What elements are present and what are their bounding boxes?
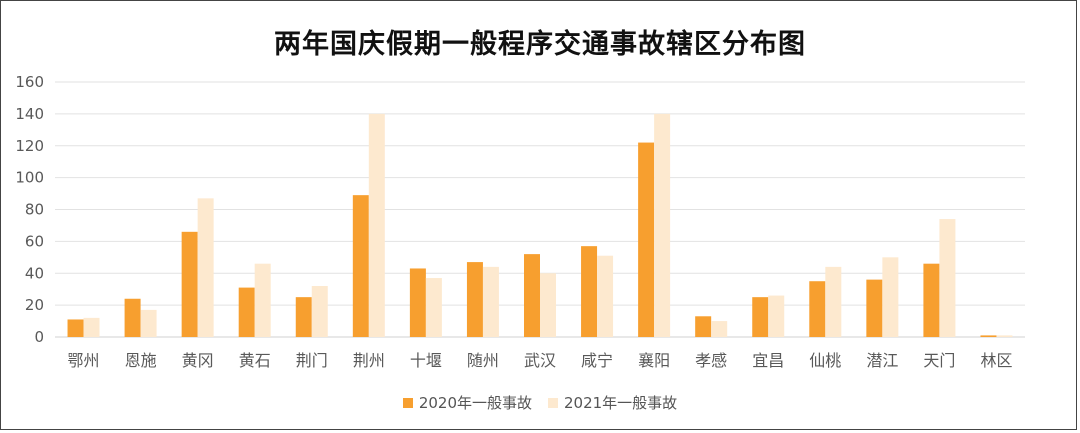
bar-2020-7	[466, 262, 483, 337]
bar-2020-10	[638, 142, 655, 337]
bar-2020-0	[67, 319, 84, 337]
x-tick-label: 宜昌	[752, 351, 784, 370]
bar-2021-6	[425, 278, 442, 337]
bar-2020-5	[352, 195, 369, 337]
bar-2020-1	[124, 298, 141, 337]
y-tick-label: 100	[15, 169, 44, 187]
x-tick-label: 鄂州	[68, 351, 100, 370]
bar-2021-7	[482, 266, 499, 337]
bar-2021-5	[368, 113, 385, 337]
y-tick-label: 80	[25, 201, 44, 219]
bar-2020-12	[752, 297, 769, 337]
bar-2020-9	[581, 246, 598, 337]
x-tick-label: 襄阳	[638, 351, 670, 370]
x-tick-label: 咸宁	[581, 351, 613, 370]
bar-2021-11	[711, 321, 728, 337]
bar-2020-6	[409, 268, 426, 337]
bar-2020-4	[295, 297, 312, 337]
bar-2021-3	[254, 263, 271, 337]
y-tick-label: 120	[15, 137, 44, 155]
legend-swatch-2020	[402, 397, 413, 408]
bar-2021-2	[197, 198, 214, 337]
x-tick-label: 恩施	[125, 351, 157, 370]
x-tick-label: 十堰	[410, 351, 442, 370]
x-tick-label: 荆州	[353, 351, 385, 370]
bar-2020-3	[238, 287, 255, 337]
bar-2021-4	[311, 286, 328, 337]
x-tick-label: 荆门	[296, 351, 328, 370]
chart-title: 两年国庆假期一般程序交通事故辖区分布图	[274, 29, 806, 60]
x-tick-label: 潜江	[866, 351, 898, 370]
x-tick-label: 林区	[980, 351, 1012, 370]
x-tick-label: 孝感	[695, 351, 727, 370]
legend-item-2021: 2021年一般事故	[548, 392, 677, 413]
x-tick-label: 黄石	[239, 351, 271, 370]
y-tick-label: 40	[25, 264, 44, 282]
y-tick-label: 160	[15, 73, 44, 91]
x-tick-label: 武汉	[524, 351, 556, 370]
bar-2020-13	[809, 281, 826, 337]
bar-2021-14	[882, 257, 899, 337]
bar-2021-9	[597, 255, 614, 337]
y-tick-label: 140	[15, 105, 44, 123]
y-tick-label: 20	[25, 296, 44, 314]
bar-2021-12	[768, 295, 785, 337]
x-tick-label: 黄冈	[182, 351, 214, 370]
legend-label-2021: 2021年一般事故	[564, 394, 678, 412]
x-tick-label: 仙桃	[809, 351, 841, 370]
bar-2021-15	[939, 219, 956, 337]
y-tick-label: 0	[34, 328, 44, 346]
bar-2021-10	[654, 113, 671, 337]
bar-2021-0	[83, 317, 100, 337]
bar-2020-2	[181, 231, 198, 337]
legend-swatch-2021	[548, 397, 558, 408]
x-tick-label: 天门	[923, 351, 955, 370]
bar-2020-15	[923, 263, 940, 337]
bar-2020-8	[524, 254, 540, 337]
bar-2021-1	[140, 309, 157, 337]
bar-2021-13	[825, 266, 842, 337]
bar-2020-16	[980, 335, 997, 337]
bar-2020-11	[695, 316, 712, 337]
chart-legend: 2020年一般事故 2021年一般事故	[0, 392, 1080, 413]
legend-item-2020: 2020年一般事故	[402, 392, 532, 413]
legend-label-2020: 2020年一般事故	[418, 394, 532, 412]
bar-2020-14	[866, 279, 883, 337]
bar-2021-16	[996, 335, 1013, 337]
y-tick-label: 60	[25, 232, 44, 250]
bar-2021-8	[540, 273, 556, 337]
x-tick-label: 随州	[467, 351, 499, 370]
